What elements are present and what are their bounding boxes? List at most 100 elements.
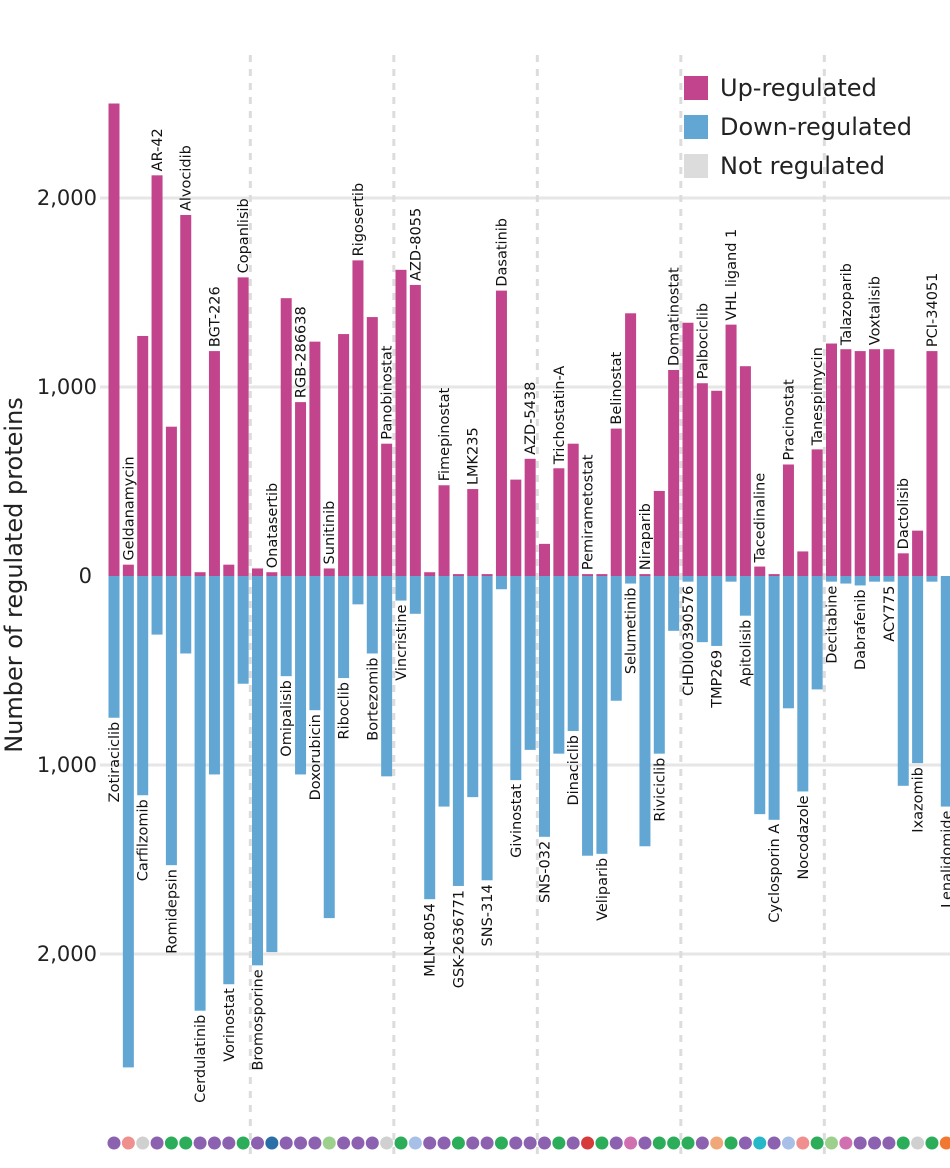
category-dot-alvocidib bbox=[179, 1136, 193, 1150]
legend-swatch-2 bbox=[684, 154, 708, 178]
y-axis-title: Number of regulated proteins bbox=[0, 397, 28, 753]
category-dot-voxtalisib bbox=[868, 1136, 882, 1150]
bar-up-copanlisib bbox=[237, 277, 249, 576]
bar-down-fimepinostat bbox=[438, 576, 450, 807]
bar-up-belinostat bbox=[610, 428, 622, 576]
category-dot-apitolisib bbox=[738, 1136, 752, 1150]
bar-down-carfilzomib bbox=[137, 576, 149, 796]
bar-down-vhl-ligand-1 bbox=[725, 576, 737, 582]
drug-label-vhl-ligand-1: VHL ligand 1 bbox=[724, 229, 740, 321]
bar-down-domatinostat bbox=[668, 576, 680, 631]
bar-down-omipalisib bbox=[280, 576, 292, 677]
drug-label-fimepinostat: Fimepinostat bbox=[437, 388, 453, 482]
bar-down-pci-34051 bbox=[926, 576, 938, 582]
bar-down-onatasertib bbox=[266, 576, 278, 953]
bar-up-tacedinaline bbox=[754, 566, 766, 576]
category-dot-sns-314 bbox=[480, 1136, 494, 1150]
bar-down-lenalidomide bbox=[940, 576, 950, 807]
y-tick-label: 1,000 bbox=[37, 753, 97, 777]
drug-label-dabrafenib: Dabrafenib bbox=[853, 589, 869, 670]
category-dot-chdi00390576 bbox=[681, 1136, 695, 1150]
bar-up-azd-8055 bbox=[409, 284, 421, 576]
bar-down-ar-42 bbox=[151, 576, 163, 635]
bar-down-tanespimycin bbox=[811, 576, 823, 690]
category-dot-ar-42 bbox=[150, 1136, 164, 1150]
bar-up-dabrafenib bbox=[854, 351, 866, 576]
category-dot-gsk-2636771 bbox=[451, 1136, 465, 1150]
y-axis: Number of regulated proteins 2,000 1,000 1… bbox=[0, 186, 97, 966]
bar-down-dactolisib bbox=[897, 576, 909, 786]
category-dot-mln-8054 bbox=[423, 1136, 437, 1150]
category-dot-doxorubicin bbox=[308, 1136, 322, 1150]
legend: Up-regulated Down-regulated Not regulated bbox=[684, 74, 912, 180]
category-dot-domatinostat bbox=[667, 1136, 681, 1150]
legend-label-2: Not regulated bbox=[720, 152, 885, 180]
y-tick-label: 1,000 bbox=[37, 375, 97, 399]
bar-down-apitolisib bbox=[739, 576, 751, 616]
category-dot-panobinostat bbox=[380, 1136, 394, 1150]
legend-swatch-0 bbox=[684, 76, 708, 100]
bar-down-alvocidib bbox=[180, 576, 192, 654]
drug-labels: Zotiraciclib Geldanamycin Carfilzomib AR-42… bbox=[107, 128, 950, 1103]
bar-up-domatinostat bbox=[668, 369, 680, 576]
drug-label-panobinostat: Panobinostat bbox=[380, 345, 396, 439]
bar-up-zotiraciclib bbox=[108, 103, 120, 576]
drug-label-tmp269: TMP269 bbox=[710, 650, 726, 709]
bar-up-geldanamycin bbox=[122, 564, 134, 576]
bar-down-pemirametostat bbox=[582, 576, 594, 856]
drug-label-lmk235: LMK235 bbox=[466, 427, 482, 485]
bar-up-dasatinib bbox=[495, 290, 507, 576]
bar-up-riviciclib bbox=[653, 490, 665, 576]
bar-down-gsk-2636771 bbox=[452, 576, 464, 886]
bar-up-chdi00390576 bbox=[682, 322, 694, 576]
bar-down-riviciclib bbox=[653, 576, 665, 754]
drug-label-riboclib: Riboclib bbox=[337, 682, 353, 739]
y-tick-label: 2,000 bbox=[37, 942, 97, 966]
bar-down-niraparib bbox=[639, 576, 651, 847]
category-dot-azd-5438 bbox=[523, 1136, 537, 1150]
drug-label-apitolisib: Apitolisib bbox=[738, 620, 754, 687]
drug-label-pracinostat: Pracinostat bbox=[781, 379, 797, 461]
bar-down-dinaciclib bbox=[567, 576, 579, 731]
category-dot-vincristine bbox=[394, 1136, 408, 1150]
bar-up-pemirametostat bbox=[582, 574, 594, 576]
bar-up-nocodazole bbox=[797, 551, 809, 576]
bar-up-doxorubicin bbox=[309, 341, 321, 576]
bar-up-riboclib bbox=[338, 334, 350, 576]
bar-down-decitabine bbox=[826, 576, 837, 582]
bar-down-sunitinib bbox=[323, 576, 335, 919]
drug-label-dasatinib: Dasatinib bbox=[494, 218, 510, 287]
category-dot-bgt-226 bbox=[207, 1136, 221, 1150]
drug-label-onatasertib: Onatasertib bbox=[265, 483, 281, 568]
drug-label-rgb-286638: RGB-286638 bbox=[294, 306, 310, 398]
bar-down-dabrafenib bbox=[854, 576, 866, 586]
bar-up-voxtalisib bbox=[869, 349, 881, 576]
bar-down-ixazomib bbox=[912, 576, 924, 764]
category-dot-talazoparib bbox=[839, 1136, 853, 1150]
y-tick-label-zero: 0 bbox=[79, 564, 92, 588]
bar-up-veliparib bbox=[596, 574, 608, 576]
bar-up-cyclosporin-a bbox=[768, 574, 780, 576]
bar-down-mln-8054 bbox=[424, 576, 436, 900]
category-dot-cyclosporin-a bbox=[767, 1136, 781, 1150]
bar-down-talazoparib bbox=[840, 576, 852, 584]
bar-up-omipalisib bbox=[280, 298, 292, 576]
category-dot-azd-8055 bbox=[408, 1136, 422, 1150]
category-dot-bortezomib bbox=[365, 1136, 379, 1150]
bar-up-bromosporine bbox=[252, 568, 263, 576]
bar-up-fimepinostat bbox=[438, 485, 450, 576]
bar-down-lmk235 bbox=[467, 576, 479, 798]
bar-down-romidepsin bbox=[165, 576, 177, 866]
bar-up-apitolisib bbox=[739, 366, 751, 576]
bar-up-gsk-2636771 bbox=[452, 574, 464, 576]
drug-label-carfilzomib: Carfilzomib bbox=[136, 799, 152, 881]
bars bbox=[108, 103, 950, 1068]
category-dot-dinaciclib bbox=[566, 1136, 580, 1150]
bar-up-ixazomib bbox=[912, 530, 924, 576]
drug-label-dinaciclib: Dinaciclib bbox=[566, 735, 582, 806]
legend-swatch-1 bbox=[684, 115, 708, 139]
bar-up-dinaciclib bbox=[567, 443, 579, 576]
category-dot-selumetinib bbox=[624, 1136, 638, 1150]
drug-label-dactolisib: Dactolisib bbox=[896, 478, 912, 549]
